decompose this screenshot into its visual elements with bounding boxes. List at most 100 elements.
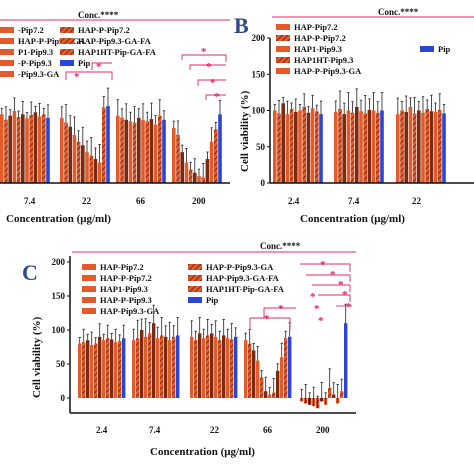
panel-c-x-axis-label: Concentration (μg/ml) — [150, 446, 255, 458]
bar-A-3-4 — [188, 169, 193, 183]
significance-bracket — [205, 94, 226, 100]
bar-B-2-3 — [408, 106, 413, 183]
bar-C-4-8 — [332, 394, 336, 398]
bar-B-1-6 — [359, 111, 363, 183]
legend-swatch — [276, 35, 290, 41]
bar-A-0-5 — [21, 114, 25, 183]
bar-A-0-6 — [25, 118, 29, 183]
bar-C-1-8 — [164, 336, 168, 398]
significance-bracket — [249, 317, 291, 330]
legend-label: HAP-Pip9.3-GA — [100, 306, 160, 316]
bar-C-4-10 — [340, 391, 344, 398]
bar-B-0-3 — [285, 114, 290, 183]
bar-C-1-9 — [168, 340, 172, 398]
panel-a-tick-label: 200 — [192, 196, 206, 206]
bar-B-2-4 — [412, 113, 417, 183]
bar-A-2-7 — [145, 121, 149, 183]
panel-c-y-axis-label: Cell viability (%) — [31, 316, 43, 398]
bar-A-0-10 — [42, 114, 46, 183]
legend-swatch — [60, 38, 74, 44]
y-tick-label: 100 — [52, 325, 66, 335]
legend-swatch — [60, 49, 74, 55]
bar-C-1-1 — [136, 338, 140, 398]
significance-bracket — [91, 62, 112, 70]
bar-C-3-11 — [288, 336, 292, 398]
legend-label: -Pip7.2 — [18, 25, 44, 35]
legend-label: P1-Pip9.3 — [18, 47, 53, 57]
bar-C-0-2 — [86, 340, 90, 398]
bar-C-2-11 — [234, 336, 238, 398]
legend-label: HAP1HT-Pip9.3 — [294, 55, 353, 65]
bar-C-3-9 — [280, 357, 284, 398]
bar-A-3-2 — [180, 152, 184, 183]
bar-A-1-10 — [102, 107, 106, 183]
legend-label: -P-Pip9.3 — [18, 58, 52, 68]
y-tick-label: 50 — [56, 359, 66, 369]
bar-B-2-0 — [396, 114, 400, 183]
legend-label: HAP1HT-Pip-GA-FA — [78, 47, 157, 57]
legend-label: HAP-P-Pip9.3 — [100, 295, 152, 305]
legend-label: Pip — [438, 44, 451, 54]
legend-label: Pip — [206, 295, 219, 305]
bar-A-1-11 — [106, 106, 110, 183]
bar-B-1-8 — [367, 109, 372, 183]
bar-C-2-6 — [214, 336, 218, 398]
bar-C-3-2 — [252, 350, 256, 398]
bar-A-1-6 — [85, 152, 89, 183]
significance-star: * — [214, 91, 220, 103]
bar-A-0-11 — [46, 117, 50, 183]
bar-C-3-5 — [264, 391, 268, 398]
bar-B-1-11 — [380, 110, 384, 183]
bar-A-2-6 — [141, 119, 145, 183]
bar-B-2-5 — [417, 110, 421, 183]
bar-C-0-8 — [110, 339, 114, 398]
legend-label: HAP-P-Pip7.2 — [100, 273, 152, 283]
panel-b-letter: B — [234, 13, 249, 38]
bar-B-2-7 — [425, 109, 429, 183]
legend-label: HAP-Pip7.2 — [294, 22, 338, 32]
panel-c: C 0 50 100 150 200 2.4 7.4 22 66 200 Concent… — [22, 241, 356, 458]
significance-star: * — [74, 71, 80, 83]
bar-A-3-5 — [193, 172, 197, 183]
bar-B-1-7 — [363, 113, 367, 183]
significance-bracket — [181, 54, 227, 62]
bar-C-0-0 — [78, 343, 82, 398]
legend-label: HAP-Pip7.2 — [100, 262, 144, 272]
bar-C-0-7 — [106, 338, 110, 398]
significance-bracket — [306, 274, 351, 282]
significance-star: * — [278, 303, 284, 315]
panel-c-annotations: ********* * — [249, 259, 352, 330]
bar-C-0-6 — [102, 340, 106, 398]
bar-C-3-8 — [276, 370, 280, 398]
significance-bracket — [318, 294, 351, 302]
bar-B-2-6 — [421, 112, 425, 183]
bar-A-2-10 — [158, 115, 162, 183]
bar-B-1-9 — [371, 110, 376, 183]
panel-c-tick-label: 66 — [263, 425, 273, 435]
bar-C-0-5 — [98, 336, 102, 398]
panel-c-tick-label: 22 — [210, 425, 220, 435]
bar-A-2-4 — [132, 122, 137, 183]
bar-C-2-4 — [206, 335, 210, 398]
bar-A-3-9 — [209, 141, 214, 183]
bar-A-3-6 — [197, 176, 201, 183]
legend-swatch — [420, 46, 434, 52]
bar-A-3-3 — [184, 162, 189, 183]
legend-label: Pip — [78, 58, 91, 68]
bar-C-3-3 — [256, 360, 260, 398]
bar-C-1-2 — [140, 330, 144, 398]
bar-B-2-10 — [438, 109, 442, 183]
bar-A-0-4 — [16, 117, 21, 183]
bar-C-1-7 — [160, 335, 164, 398]
y-tick-label: 0 — [261, 178, 266, 188]
legend-swatch — [60, 60, 74, 66]
bar-A-2-11 — [162, 119, 166, 183]
y-tick-label: 100 — [252, 106, 266, 116]
bar-C-1-0 — [132, 340, 136, 398]
significance-star: * — [318, 315, 324, 327]
legend-swatch — [82, 286, 96, 292]
significance-star: * — [264, 313, 270, 325]
panel-a-legend: -Pip7.2 HAP-P-Pip7.2HAP-P-Pip9.3-GAHAP-Pi… — [0, 25, 157, 79]
significance-bracket — [300, 263, 351, 272]
bar-C-0-4 — [94, 343, 98, 398]
